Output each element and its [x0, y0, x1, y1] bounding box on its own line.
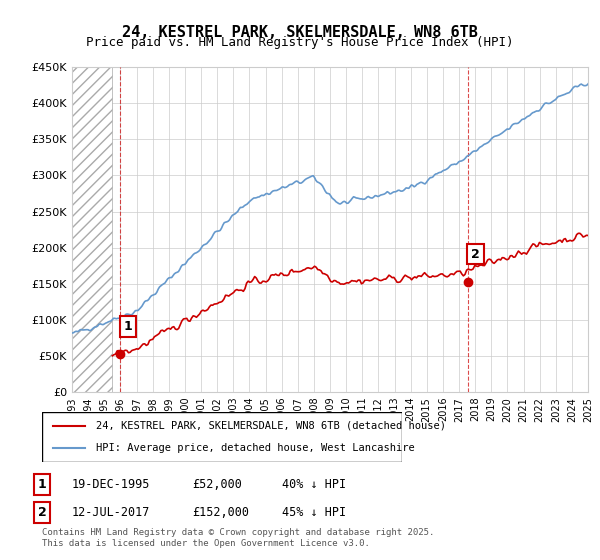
Text: HPI: Average price, detached house, West Lancashire: HPI: Average price, detached house, West… [96, 443, 415, 453]
Text: 40% ↓ HPI: 40% ↓ HPI [282, 478, 346, 491]
Text: 45% ↓ HPI: 45% ↓ HPI [282, 506, 346, 519]
Text: 2: 2 [38, 506, 46, 519]
Text: 1: 1 [38, 478, 46, 491]
Text: £52,000: £52,000 [192, 478, 242, 491]
Text: 24, KESTREL PARK, SKELMERSDALE, WN8 6TB: 24, KESTREL PARK, SKELMERSDALE, WN8 6TB [122, 25, 478, 40]
Text: 2: 2 [471, 248, 480, 260]
Bar [72, 67, 112, 392]
Text: 12-JUL-2017: 12-JUL-2017 [72, 506, 151, 519]
Text: Contains HM Land Registry data © Crown copyright and database right 2025.
This d: Contains HM Land Registry data © Crown c… [42, 528, 434, 548]
Bar [72, 67, 112, 392]
FancyBboxPatch shape [42, 412, 402, 462]
Text: 1: 1 [124, 320, 132, 333]
Text: 19-DEC-1995: 19-DEC-1995 [72, 478, 151, 491]
Text: Price paid vs. HM Land Registry's House Price Index (HPI): Price paid vs. HM Land Registry's House … [86, 36, 514, 49]
Text: £152,000: £152,000 [192, 506, 249, 519]
Text: 24, KESTREL PARK, SKELMERSDALE, WN8 6TB (detached house): 24, KESTREL PARK, SKELMERSDALE, WN8 6TB … [96, 421, 446, 431]
